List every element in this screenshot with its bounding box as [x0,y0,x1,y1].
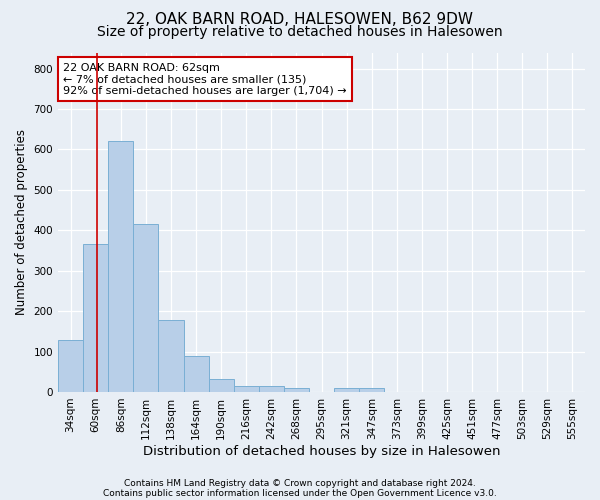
Y-axis label: Number of detached properties: Number of detached properties [15,129,28,315]
Bar [158,320,184,392]
Bar [284,388,309,392]
Bar [184,356,209,392]
Bar [58,340,83,392]
Bar [334,388,359,392]
Bar [259,386,284,392]
Bar [233,386,259,392]
Bar [359,388,384,392]
Bar [83,244,108,392]
Bar [209,379,233,392]
Text: 22 OAK BARN ROAD: 62sqm
← 7% of detached houses are smaller (135)
92% of semi-de: 22 OAK BARN ROAD: 62sqm ← 7% of detached… [64,62,347,96]
Text: 22, OAK BARN ROAD, HALESOWEN, B62 9DW: 22, OAK BARN ROAD, HALESOWEN, B62 9DW [127,12,473,28]
X-axis label: Distribution of detached houses by size in Halesowen: Distribution of detached houses by size … [143,444,500,458]
Text: Contains HM Land Registry data © Crown copyright and database right 2024.: Contains HM Land Registry data © Crown c… [124,478,476,488]
Bar [108,140,133,392]
Bar [133,224,158,392]
Text: Size of property relative to detached houses in Halesowen: Size of property relative to detached ho… [97,25,503,39]
Text: Contains public sector information licensed under the Open Government Licence v3: Contains public sector information licen… [103,488,497,498]
